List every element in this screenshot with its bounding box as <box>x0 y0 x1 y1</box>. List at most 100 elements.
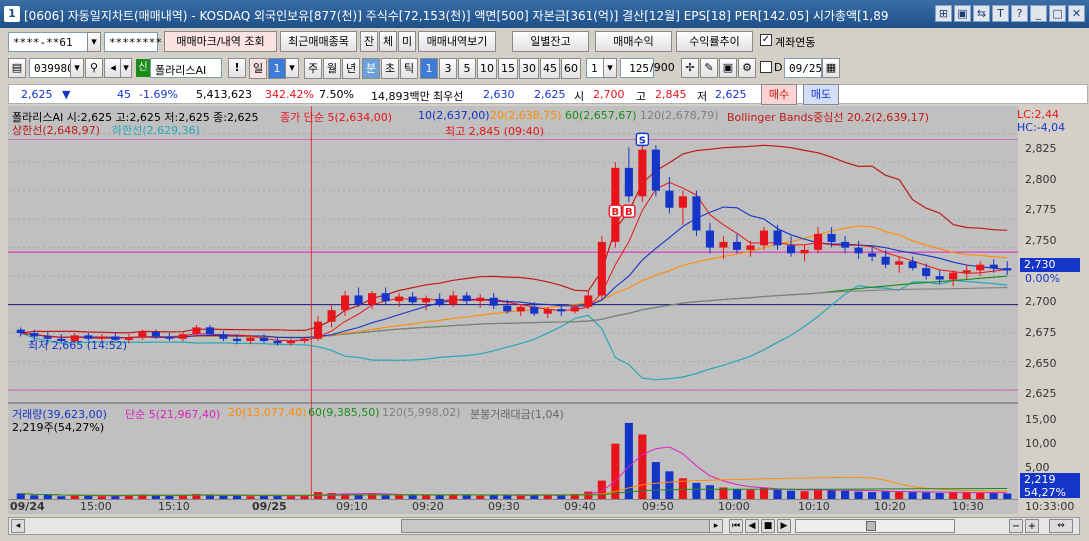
help-icon[interactable]: ? <box>1011 5 1028 22</box>
stock-code-input[interactable]: 039980 <box>29 58 74 78</box>
period-day-button[interactable]: 일 <box>249 58 267 79</box>
stock-name-field: 폴라리스AI <box>150 58 222 78</box>
close-button[interactable]: ✕ <box>1068 5 1085 22</box>
window-title: [0606] 자동일지차트(매매내역) - KOSDAQ 외국인보유[877(천… <box>24 9 889 23</box>
interval-10-button[interactable]: 10 <box>477 58 497 79</box>
interval-5-button[interactable]: 5 <box>458 58 476 79</box>
window-icon[interactable]: ▣ <box>954 5 971 22</box>
volume-bar <box>246 496 255 499</box>
date-checkbox[interactable] <box>760 61 772 73</box>
volume-bar <box>354 494 363 499</box>
volume-bar <box>232 495 242 499</box>
text-icon[interactable]: T <box>992 5 1009 22</box>
search-icon[interactable]: ⚲ <box>85 58 103 78</box>
candle-body <box>354 295 363 305</box>
date-input[interactable]: 09/25 <box>784 58 822 78</box>
zoom-slider[interactable] <box>795 519 955 533</box>
candle-body <box>151 331 160 337</box>
account-link-checkbox[interactable]: ✓ <box>760 34 772 46</box>
trade-history-button[interactable]: 매매내역보기 <box>418 31 496 52</box>
period-year-button[interactable]: 년 <box>342 58 360 79</box>
time-tick: 10:30 <box>952 500 984 513</box>
menu-icon[interactable]: ▤ <box>8 58 26 78</box>
interval-15-button[interactable]: 15 <box>498 58 518 79</box>
calendar-icon[interactable]: ▦ <box>822 58 840 78</box>
scroll-thumb[interactable] <box>401 519 721 533</box>
next-icon[interactable]: ▶ <box>777 519 791 533</box>
link-icon[interactable]: ⇆ <box>973 5 990 22</box>
crosshair-icon[interactable]: ✢ <box>681 58 699 78</box>
interval-60-button[interactable]: 60 <box>561 58 581 79</box>
volume-bar <box>746 489 755 499</box>
layout-icon[interactable]: ⊞ <box>935 5 952 22</box>
candle-body <box>881 256 890 265</box>
period-second-button[interactable]: 초 <box>381 58 399 79</box>
save-icon[interactable]: ▣ <box>719 58 737 78</box>
executed-button[interactable]: 체 <box>379 31 397 52</box>
chevron-down-icon[interactable]: ▾ <box>87 32 101 52</box>
interval-1-button[interactable]: 1 <box>420 58 438 79</box>
price-tick: 2,625 <box>1025 387 1057 400</box>
quote-amount: 14,893백만 <box>371 90 430 103</box>
scroll-right-icon[interactable]: ▸ <box>709 519 723 533</box>
trade-mark-button[interactable]: 매매마크/내역 조회 <box>164 31 277 52</box>
volume-bar <box>368 493 377 499</box>
candle-body <box>97 336 106 339</box>
volume-bar <box>124 494 133 499</box>
volume-bar <box>638 434 647 499</box>
zoom-handle[interactable] <box>866 521 876 531</box>
period-dropdown-icon[interactable]: ▾ <box>285 58 299 78</box>
volume-bar <box>84 495 93 499</box>
ma120-legend: 120(2,678,79) <box>640 109 719 122</box>
buy-button[interactable]: 매수 <box>761 84 797 105</box>
zoom-out-icon[interactable]: − <box>1009 519 1023 533</box>
bb-legend: Bollinger Bands중심선 20,2(2,639,17) <box>727 111 930 124</box>
speaker-dropdown-icon[interactable]: ▾ <box>120 58 132 78</box>
stop-icon[interactable]: ■ <box>761 519 775 533</box>
account-input[interactable]: ****-**61 <box>8 32 88 52</box>
candle-body <box>435 298 444 305</box>
volume-bar <box>597 480 606 499</box>
profit-trend-button[interactable]: 수익률추이 <box>676 31 753 52</box>
count-dropdown-icon[interactable]: ▾ <box>603 58 617 78</box>
unexecuted-button[interactable]: 미 <box>398 31 416 52</box>
zoom-in-icon[interactable]: + <box>1025 519 1039 533</box>
maximize-button[interactable]: □ <box>1049 5 1066 22</box>
range-input[interactable]: 125 <box>620 58 654 78</box>
new-badge: 신 <box>136 59 150 77</box>
fit-icon[interactable]: ⇔ <box>1049 519 1073 533</box>
pane-divider <box>8 402 1018 404</box>
daily-balance-button[interactable]: 일별잔고 <box>512 31 589 52</box>
price-tick: 2,700 <box>1025 295 1057 308</box>
interval-45-button[interactable]: 45 <box>540 58 560 79</box>
minimize-button[interactable]: _ <box>1030 5 1047 22</box>
vol-ma120-legend: 120(5,998,02) <box>382 406 461 419</box>
password-input[interactable]: ******** <box>104 32 162 52</box>
period-month-button[interactable]: 월 <box>323 58 341 79</box>
volume-bar <box>408 494 417 499</box>
period-minute-button[interactable]: 분 <box>362 58 380 79</box>
volume-bar <box>881 491 890 499</box>
interval-3-button[interactable]: 3 <box>439 58 457 79</box>
gear-icon[interactable]: ⚙ <box>738 58 756 78</box>
price-chart[interactable]: S B B <box>8 106 1080 499</box>
period-tick-button[interactable]: 틱 <box>400 58 418 79</box>
draw-icon[interactable]: ✎ <box>700 58 718 78</box>
code-dropdown-icon[interactable]: ▾ <box>70 58 84 78</box>
balance-button[interactable]: 잔 <box>360 31 378 52</box>
candle-body <box>449 295 458 305</box>
period-num-select[interactable]: 1 <box>268 58 286 79</box>
chart-scrollbar[interactable]: ◂ ▸ ⏮ ◀ ■ ▶ − + ⇔ <box>8 517 1080 535</box>
interval-30-button[interactable]: 30 <box>519 58 539 79</box>
sell-button[interactable]: 매도 <box>803 84 839 105</box>
scroll-left-icon[interactable]: ◂ <box>11 519 25 533</box>
time-axis: 09/24 15:00 15:10 09/25 09:10 09:20 09:3… <box>8 499 1018 514</box>
first-icon[interactable]: ⏮ <box>729 519 743 533</box>
prev-icon[interactable]: ◀ <box>745 519 759 533</box>
period-week-button[interactable]: 주 <box>304 58 322 79</box>
trade-profit-button[interactable]: 매매수익 <box>595 31 672 52</box>
recent-stocks-button[interactable]: 최근매매종목 <box>280 31 357 52</box>
alert-icon[interactable]: ! <box>228 58 246 78</box>
down-arrow-icon: ▼ <box>62 88 71 101</box>
b-mark <box>608 204 623 218</box>
